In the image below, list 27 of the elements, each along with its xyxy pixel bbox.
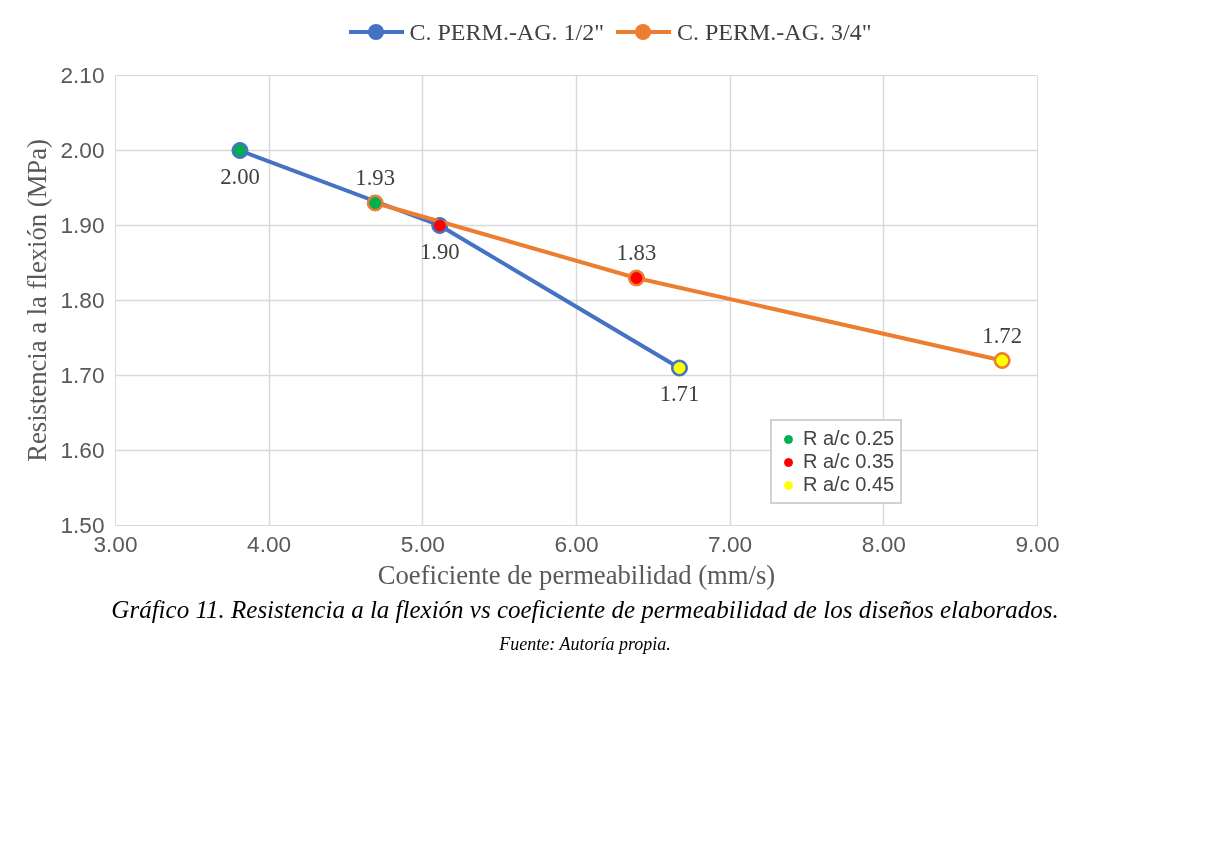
x-tick-label: 7.00 xyxy=(708,530,753,557)
data-label: 1.71 xyxy=(659,381,700,406)
legend-label: C. PERM.-AG. 3/4" xyxy=(677,18,872,47)
data-label: 2.00 xyxy=(220,163,260,189)
y-tick-label: 1.70 xyxy=(60,362,105,388)
x-tick-label: 6.00 xyxy=(554,530,599,557)
y-tick-label: 1.60 xyxy=(60,437,105,463)
data-label: 1.83 xyxy=(616,240,657,265)
text: Gráfico 11. Resistencia a la flexión vs coeficiente de permeabilidad de los diseños elaborados. xyxy=(110,595,1060,625)
y-tick-label: 1.90 xyxy=(60,212,105,238)
y-axis-title: Resistencia a la flexión (MPa) xyxy=(22,139,53,462)
x-tick-label: 9.00 xyxy=(1015,530,1060,557)
y-tick-label: 2.00 xyxy=(60,137,105,163)
legend-label: R a/c 0.25 xyxy=(803,427,895,450)
legend-label: R a/c 0.35 xyxy=(803,450,895,473)
data-label: 1.72 xyxy=(982,322,1022,348)
source-note: Fuente: Autoría propia. xyxy=(498,632,672,656)
legend-label: R a/c 0.45 xyxy=(803,473,895,496)
y-tick-label: 2.10 xyxy=(60,62,105,88)
x-tick-label: 8.00 xyxy=(861,530,906,557)
data-label: 1.90 xyxy=(419,238,460,264)
legend-label: C. PERM.-AG. 1/2" xyxy=(409,18,604,47)
x-tick-label: 5.00 xyxy=(400,530,445,557)
x-tick-label: 4.00 xyxy=(247,530,292,557)
data-label: 1.93 xyxy=(355,165,396,190)
y-tick-label: 1.80 xyxy=(60,287,105,313)
x-axis-title: Coeficiente de permeabilidad (mm/s) xyxy=(377,559,776,590)
